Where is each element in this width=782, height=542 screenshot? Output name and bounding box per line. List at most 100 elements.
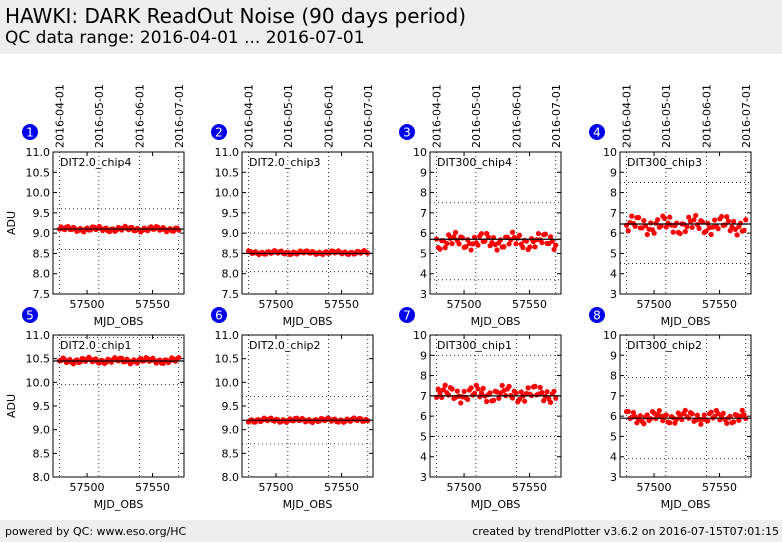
y-tick-label: 3 — [420, 471, 427, 484]
date-axis-label: 2016-07-01 — [362, 84, 375, 148]
data-point — [718, 213, 725, 220]
data-point — [625, 228, 631, 234]
data-point — [520, 244, 526, 251]
plot-frame — [429, 151, 562, 295]
data-point — [456, 241, 462, 247]
data-point — [440, 387, 447, 393]
data-point — [637, 413, 643, 419]
y-tick-label: 9.5 — [33, 400, 51, 413]
data-point — [724, 420, 730, 426]
panel-number: 7 — [403, 309, 411, 323]
data-point — [705, 418, 711, 424]
date-axis-label: 2016-04-01 — [243, 84, 256, 148]
x-tick-label: 57500 — [637, 481, 672, 494]
data-point — [731, 419, 737, 425]
panel-label: DIT2.0_chip4 — [60, 156, 131, 169]
y-tick-label: 9.0 — [33, 424, 51, 437]
data-point — [648, 220, 654, 226]
data-point — [516, 232, 523, 238]
y-tick-label: 8.0 — [33, 471, 51, 484]
data-point — [737, 220, 744, 226]
date-axis-label: 2016-06-01 — [700, 84, 713, 148]
y-tick-label: 9.0 — [33, 227, 51, 240]
data-point — [522, 398, 528, 404]
panel-number: 4 — [593, 126, 601, 140]
y-tick-label: 10 — [413, 146, 427, 159]
data-point — [551, 388, 557, 394]
data-point — [449, 386, 455, 392]
y-tick-label: 10.0 — [26, 376, 51, 389]
x-tick-label: 57550 — [512, 481, 547, 494]
y-tick-label: 8 — [610, 370, 617, 383]
y-tick-label: 10.5 — [215, 166, 240, 179]
y-tick-label: 10.5 — [26, 353, 51, 366]
data-point — [629, 213, 635, 219]
data-point — [741, 227, 747, 233]
panel-label: DIT300_chip1 — [437, 339, 512, 352]
data-point — [667, 420, 673, 426]
data-point — [525, 385, 531, 391]
y-tick-label: 10 — [603, 329, 617, 342]
y-tick-label: 8.0 — [222, 471, 240, 484]
y-tick-label: 6 — [610, 410, 617, 423]
y-tick-label: 6 — [420, 410, 427, 423]
y-tick-label: 10.5 — [26, 166, 51, 179]
data-point — [537, 384, 543, 391]
plot-frame — [241, 334, 374, 478]
data-point — [701, 412, 707, 418]
data-point — [741, 412, 747, 418]
panel-number: 1 — [26, 126, 34, 140]
data-point — [553, 395, 559, 401]
y-tick-label: 11.0 — [215, 329, 240, 342]
data-point — [743, 217, 749, 223]
data-point — [658, 223, 664, 229]
data-point — [656, 407, 662, 414]
data-point — [535, 230, 542, 237]
y-tick-label: 7 — [420, 207, 427, 220]
y-axis-label: ADU — [5, 394, 18, 418]
y-tick-label: 3 — [610, 471, 617, 484]
data-point — [736, 417, 742, 423]
data-point — [641, 421, 647, 427]
plot-frame — [429, 334, 562, 478]
data-point — [663, 412, 669, 418]
data-point — [444, 240, 450, 247]
y-tick-label: 4 — [610, 268, 617, 281]
data-point — [670, 229, 676, 235]
y-tick-label: 5 — [610, 430, 617, 443]
data-point — [532, 244, 538, 250]
x-axis-label: MJD_OBS — [471, 315, 521, 328]
data-point — [699, 219, 706, 225]
date-axis-label: 2016-07-01 — [550, 84, 563, 148]
data-point — [682, 407, 688, 414]
data-point — [442, 245, 448, 251]
data-point — [708, 231, 714, 238]
data-point — [468, 385, 474, 391]
data-point — [724, 214, 730, 220]
x-axis-label: MJD_OBS — [94, 315, 144, 328]
data-point — [484, 398, 490, 405]
x-tick-label: 57550 — [135, 298, 170, 311]
x-tick-label: 57550 — [324, 481, 359, 494]
y-tick-label: 7 — [610, 390, 617, 403]
y-tick-label: 5 — [420, 430, 427, 443]
x-tick-label: 57500 — [70, 298, 105, 311]
data-point — [734, 232, 740, 238]
data-point — [490, 397, 497, 403]
data-point — [660, 418, 666, 424]
panel-number-badge — [399, 124, 415, 140]
x-tick-label: 57550 — [324, 298, 359, 311]
x-tick-label: 57500 — [637, 298, 672, 311]
data-point — [686, 214, 692, 220]
data-point — [731, 218, 737, 225]
data-point — [547, 234, 554, 240]
panel-number: 6 — [215, 309, 223, 323]
data-point — [547, 399, 554, 405]
panel-number-badge — [22, 307, 38, 323]
data-point — [458, 400, 464, 406]
panel-number: 3 — [403, 126, 411, 140]
y-tick-label: 9 — [610, 166, 617, 179]
panel-number-badge — [589, 124, 605, 140]
data-point — [494, 247, 500, 253]
data-point — [544, 389, 550, 395]
